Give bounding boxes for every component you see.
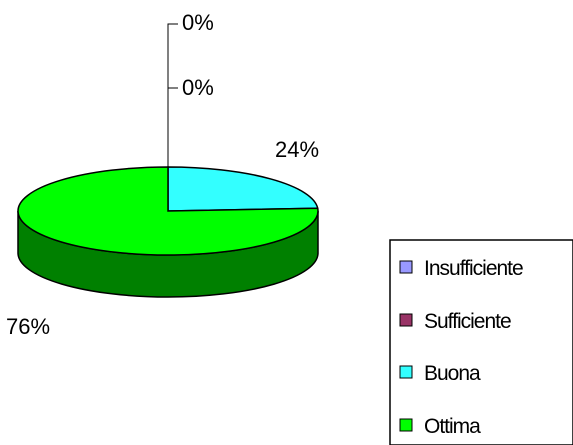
legend: Insufficiente Sufficiente Buona Ottima (389, 239, 573, 445)
legend-swatch-insufficiente (399, 260, 413, 274)
leader-lines (167, 23, 178, 211)
legend-items: Insufficiente Sufficiente Buona Ottima (399, 257, 524, 438)
data-labels: 0% 0% 24% 76% (6, 10, 319, 339)
legend-label-insufficiente: Insufficiente (424, 257, 523, 280)
legend-label-ottima: Ottima (424, 415, 481, 438)
legend-swatch-ottima (399, 418, 413, 432)
legend-swatch-sufficiente (399, 313, 413, 327)
data-label-buona: 24% (275, 137, 319, 162)
pie-slice-ottima (17, 166, 319, 256)
legend-frame (389, 239, 573, 445)
leader-line-insufficiente (167, 23, 178, 211)
legend-label-buona: Buona (424, 362, 481, 385)
legend-swatch-buona (399, 365, 413, 379)
pie-slice-buona (167, 166, 319, 212)
legend-label-sufficiente: Sufficiente (424, 310, 511, 333)
data-label-sufficiente: 0% (182, 75, 214, 100)
pie-layer (17, 166, 319, 298)
data-label-insufficiente: 0% (182, 10, 214, 35)
data-label-ottima: 76% (6, 314, 50, 339)
